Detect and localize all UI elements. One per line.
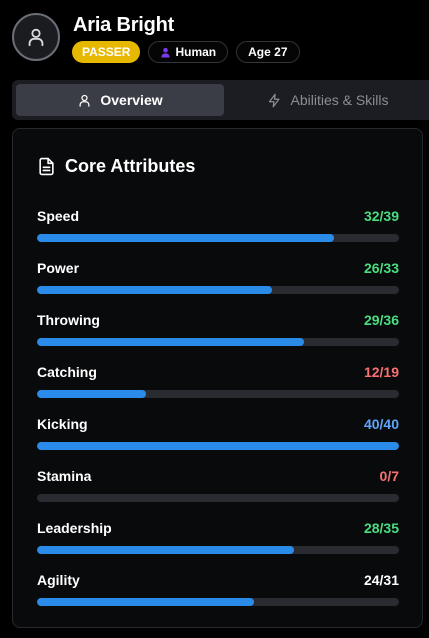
attribute-label: Leadership [37,520,112,536]
card-title: Core Attributes [37,156,195,177]
tab-overview[interactable]: Overview [16,84,224,116]
race-label: Human [175,45,216,59]
attribute-value: 24/31 [364,572,399,588]
attribute-progress-track [37,494,399,502]
attribute-value: 32/39 [364,208,399,224]
attribute-value: 29/36 [364,312,399,328]
attribute-label: Speed [37,208,79,224]
avatar[interactable] [12,13,60,61]
attribute-progress-track [37,546,399,554]
role-badge: PASSER [72,41,140,63]
attribute-label: Throwing [37,312,100,328]
attribute-progress-fill [37,338,304,346]
lightning-icon [267,93,282,108]
race-badge: Human [148,41,228,63]
attribute-progress-track [37,234,399,242]
attribute-value: 12/19 [364,364,399,380]
attribute-progress-track [37,598,399,606]
player-name: Aria Bright [73,14,174,37]
attribute-progress-track [37,442,399,450]
attribute-list: Speed 32/39 Power 26/33 Throwing 29/36 Catchin… [37,208,399,624]
attribute-progress-fill [37,234,334,242]
attribute-value: 40/40 [364,416,399,432]
document-icon [37,157,56,176]
attribute-value: 26/33 [364,260,399,276]
card-title-text: Core Attributes [65,156,195,177]
attribute-progress-track [37,338,399,346]
tab-label: Overview [100,92,162,108]
attribute-value: 28/35 [364,520,399,536]
attribute-progress-fill [37,390,146,398]
attribute-progress-fill [37,546,294,554]
attribute-label: Kicking [37,416,88,432]
person-icon [160,47,171,58]
attribute-progress-track [37,390,399,398]
attribute-value: 0/7 [380,468,399,484]
attribute-row: Power 26/33 [37,260,399,312]
attribute-progress-fill [37,598,254,606]
attribute-row: Kicking 40/40 [37,416,399,468]
tab-bar: Overview Abilities & Skills [12,80,429,120]
player-badges: PASSER Human Age 27 [72,41,300,63]
attribute-row: Agility 24/31 [37,572,399,624]
attribute-progress-fill [37,286,272,294]
attribute-label: Power [37,260,79,276]
player-header: Aria Bright PASSER Human Age 27 [12,12,417,68]
attribute-progress-track [37,286,399,294]
tab-label: Abilities & Skills [290,92,388,108]
attribute-label: Agility [37,572,80,588]
attribute-row: Catching 12/19 [37,364,399,416]
core-attributes-card: Core Attributes Speed 32/39 Power 26/33 Thro… [12,128,423,628]
age-badge: Age 27 [236,41,299,63]
attribute-row: Stamina 0/7 [37,468,399,520]
attribute-row: Speed 32/39 [37,208,399,260]
user-icon [25,26,47,48]
attribute-progress-fill [37,442,399,450]
user-icon [77,93,92,108]
tab-abilities-skills[interactable]: Abilities & Skills [228,84,428,116]
attribute-label: Catching [37,364,97,380]
attribute-row: Throwing 29/36 [37,312,399,364]
attribute-row: Leadership 28/35 [37,520,399,572]
attribute-label: Stamina [37,468,91,484]
